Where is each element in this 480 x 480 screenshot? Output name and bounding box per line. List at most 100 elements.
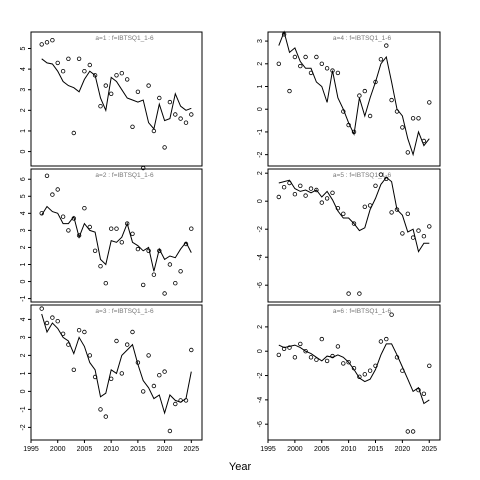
panel-label: a=3 : f=IBTSQ1_1-6 [95,308,154,315]
observed-point [330,68,335,73]
x-tick-label: 2015 [130,446,146,453]
observed-point [60,68,66,74]
observed-point [119,70,124,76]
y-tick-label: 2 [257,62,264,66]
observed-point [346,291,351,296]
x-tick-label: 1995 [260,446,276,453]
observed-point [410,116,416,121]
observed-point [66,56,71,61]
y-tick-label: 0 [257,349,264,353]
observed-point [76,328,82,333]
observed-point [71,130,76,136]
observed-point [39,211,44,216]
observed-point [108,376,114,381]
y-tick-label: 5 [20,46,27,50]
observed-point [98,264,103,269]
observed-point [335,70,341,76]
observed-point [405,211,410,216]
y-tick-label: 3 [257,39,264,43]
y-tick-label: 0 [257,107,264,111]
observed-point [400,125,405,130]
x-tick-label: 2015 [368,446,384,453]
observed-point [135,89,141,94]
observed-point [346,122,351,128]
observed-point [39,306,44,311]
panel-label: a=1 : f=IBTSQ1_1-6 [95,35,154,42]
observed-point [71,367,76,372]
y-tick-label: 1 [20,262,27,266]
observed-point [76,233,82,238]
observed-point [76,56,82,61]
observed-point [341,211,346,216]
fitted-line [278,343,430,405]
fitted-line [278,30,430,157]
observed-point [60,214,66,219]
observed-point [335,344,341,349]
observed-point [405,150,410,155]
observed-point [60,331,66,336]
y-tick-label: 2 [20,108,27,112]
observed-point [114,338,119,344]
observed-point [276,352,281,358]
observed-point [162,291,167,296]
observed-point [292,191,298,197]
y-tick-label: -1 [20,295,27,301]
panel-6: -6 -4 -2 0 2 1995 2000 2005 2010 2015 2020 2025 a=6 … [257,304,441,453]
observed-point [292,355,298,360]
observed-point [394,355,400,360]
fitted-line [41,205,192,272]
observed-point [335,205,341,211]
observed-point [130,124,135,129]
observed-point [151,383,157,389]
observed-point [341,109,346,114]
observed-point [378,339,384,344]
observed-point [140,389,146,394]
observed-point [183,398,189,403]
observed-point [292,54,298,60]
observed-point [276,194,281,200]
observed-point [140,282,146,288]
observed-point [384,176,389,181]
observed-point [421,138,427,144]
observed-point [92,374,98,380]
observed-point [378,57,384,62]
observed-point [298,183,303,188]
observed-point [351,221,357,226]
observed-point [416,387,421,393]
panel-1: 0 1 2 3 4 5 a=1 : f=IBTSQ1_1-6 [20,31,203,171]
y-tick-label: -1 [257,129,264,135]
observed-point [173,281,178,286]
observed-point [39,42,44,47]
observed-point [319,200,324,205]
y-tick-label: -4 [257,397,264,403]
y-tick-label: -2 [257,151,264,157]
observed-point [55,319,60,324]
observed-point [427,224,432,229]
observed-point [287,345,292,350]
y-tick-label: -6 [257,421,264,427]
observed-point [389,312,394,317]
panel-frame [30,31,203,167]
panel-label: a=4 : f=IBTSQ1_1-6 [333,35,392,42]
panel-4: -6 -4 -2 0 2 a=5 : f=IBTSQ1_1-6 [257,168,441,303]
y-tick-label: 1 [20,129,27,133]
observed-point [389,210,394,215]
observed-point [281,184,287,190]
observed-point [167,99,173,105]
observed-point [50,315,55,320]
fitted-line [41,313,192,415]
observed-point [50,38,55,43]
observed-point [146,248,151,253]
observed-point [114,226,119,231]
observed-point [82,205,87,211]
observed-point [92,73,98,78]
observed-point [178,398,183,403]
observed-point [367,368,373,373]
observed-point [151,272,157,277]
y-tick-label: 4 [20,317,27,321]
observed-point [44,40,50,45]
observed-point [362,88,367,94]
observed-point [276,61,281,66]
observed-point [114,73,119,78]
observed-point [189,112,194,117]
